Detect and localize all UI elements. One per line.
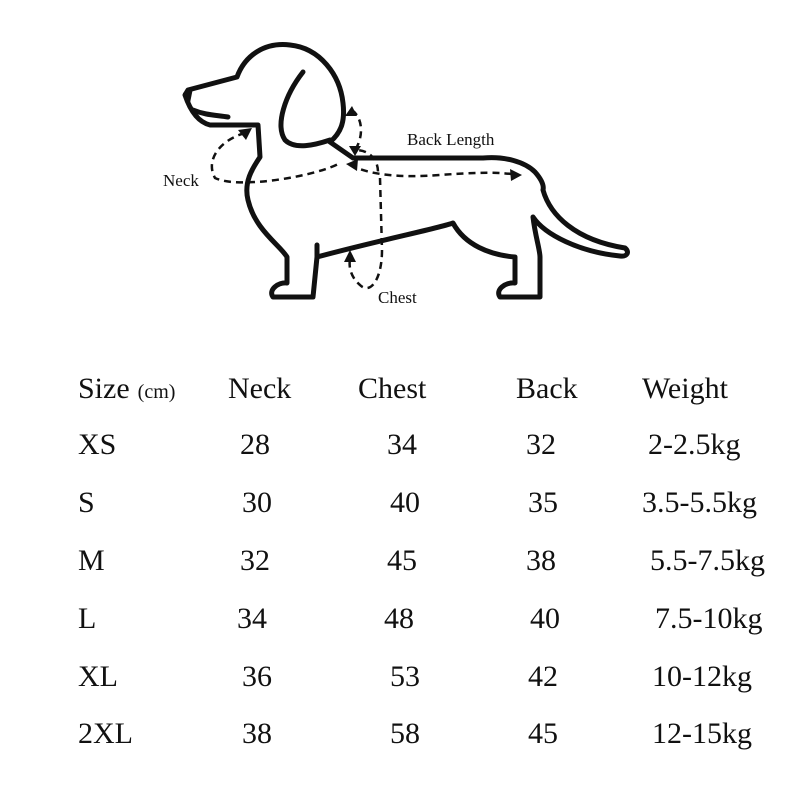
collar-measure-line [351,109,380,173]
cell-chest: 48 [384,602,414,635]
header-back: Back [516,372,578,405]
back-length-label: Back Length [407,130,495,149]
cell-weight: 7.5-10kg [655,602,763,635]
cell-back: 38 [526,544,556,577]
dog-diagram [182,42,630,300]
cell-neck: 34 [237,602,267,635]
header-chest: Chest [358,372,427,405]
header-neck: Neck [228,372,292,405]
cell-back: 45 [528,717,558,750]
cell-back: 32 [526,428,556,461]
cell-size: 2XL [78,717,133,750]
cell-weight: 5.5-7.5kg [650,544,765,577]
chest-label: Chest [378,288,417,307]
chest-arrow-icon [344,250,356,262]
back-arrow-icon [510,169,522,181]
cell-size: S [78,486,95,519]
cell-neck: 28 [240,428,270,461]
cell-weight: 2-2.5kg [648,428,741,461]
collar-arrow-icon [345,106,357,116]
collar-arrow-down-icon [349,146,361,156]
neck-label: Neck [163,171,199,190]
neck-arrow-icon [238,128,252,140]
cell-chest: 58 [390,717,420,750]
cell-chest: 45 [387,544,417,577]
header-weight: Weight [642,372,728,405]
cell-chest: 53 [390,660,420,693]
mouth [190,107,231,120]
dog-outline [182,42,630,300]
cell-weight: 12-15kg [652,717,752,750]
ear [278,69,333,149]
cell-size: XS [78,428,117,461]
cell-weight: 3.5-5.5kg [642,486,757,519]
cell-chest: 40 [390,486,420,519]
header-size-text: Size [78,372,130,405]
cell-size: M [78,544,105,577]
cell-chest: 34 [387,428,417,461]
header-size: Size (cm) [78,372,175,406]
back-measure-line [349,163,519,178]
cell-neck: 32 [240,544,270,577]
cell-neck: 38 [242,717,272,750]
cell-neck: 36 [242,660,272,693]
cell-neck: 30 [242,486,272,519]
chest-measure-line [348,177,384,290]
cell-size: XL [78,660,118,693]
cell-size: L [78,602,97,635]
cell-weight: 10-12kg [652,660,752,693]
header-unit: (cm) [137,381,176,403]
back-arrow-start-icon [346,159,358,171]
cell-back: 42 [528,660,558,693]
nose-icon [183,88,193,103]
neck-measure-line [210,131,341,184]
cell-back: 35 [528,486,558,519]
cell-back: 40 [530,602,560,635]
